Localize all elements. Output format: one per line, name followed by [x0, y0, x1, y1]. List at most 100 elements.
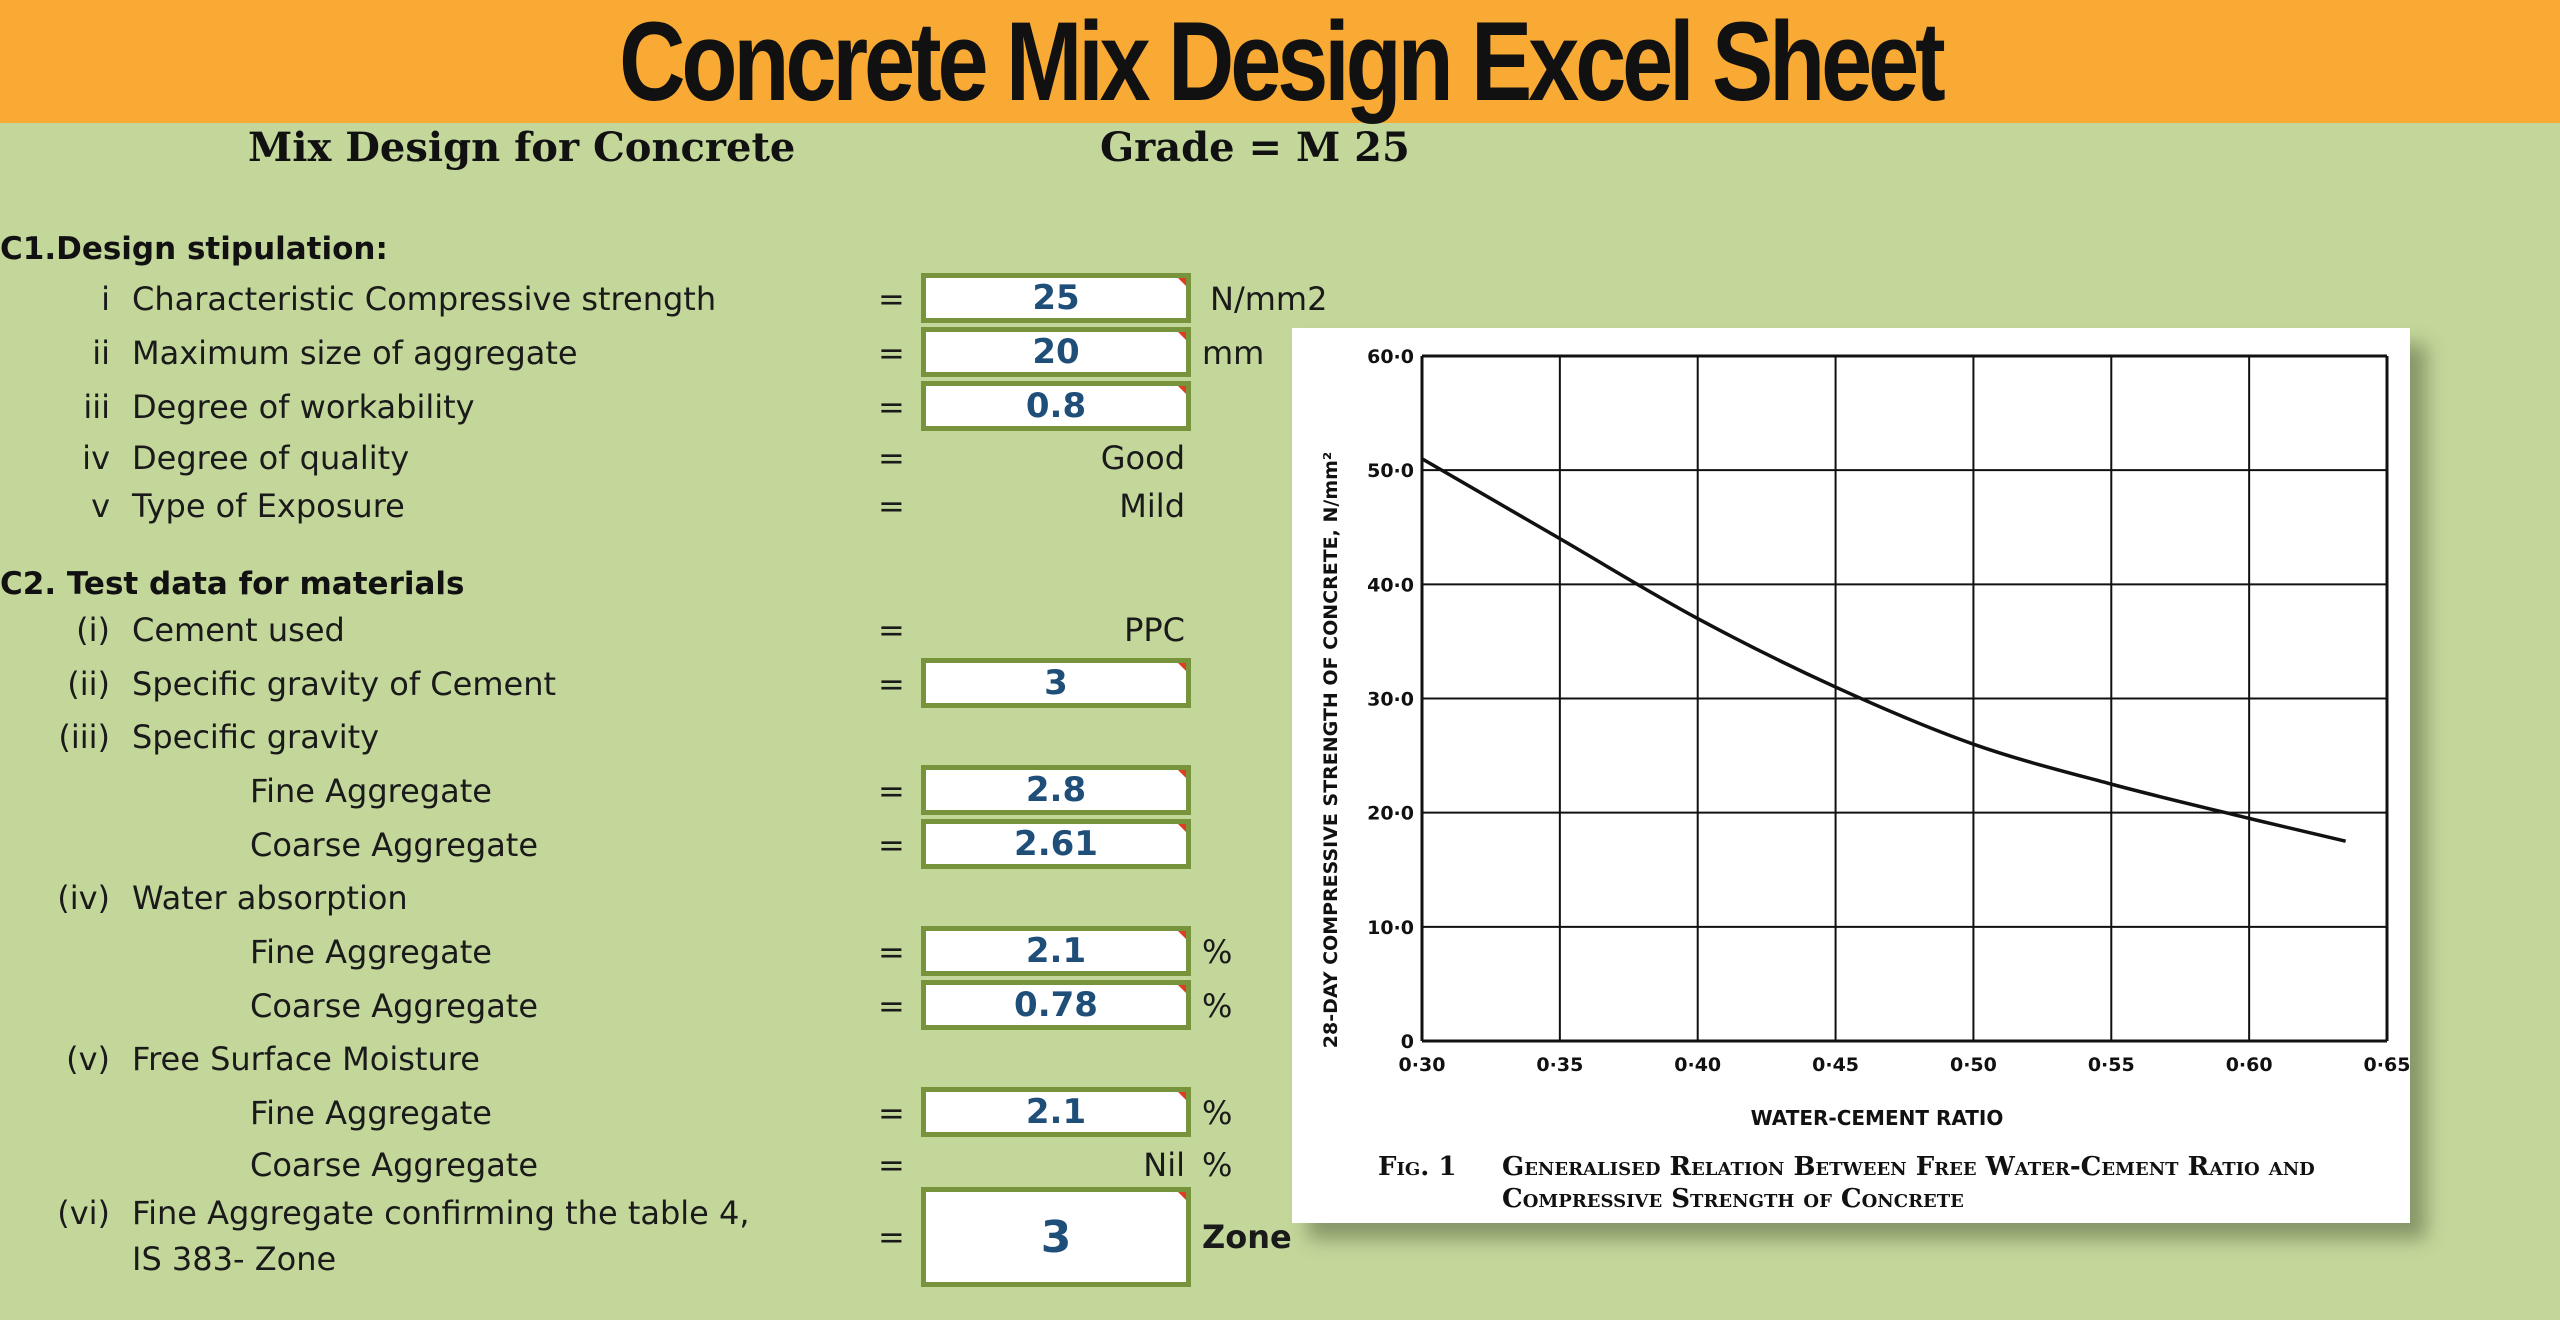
y-tick-label: 10·0: [1367, 917, 1414, 939]
row-number: (iv): [57, 879, 110, 917]
y-tick-label: 50·0: [1367, 460, 1414, 482]
x-tick-label: 0·30: [1399, 1054, 1446, 1076]
section2-title: C2. Test data for materials: [0, 566, 465, 602]
unit-label: %: [1202, 933, 1233, 971]
row-label: Degree of workability: [132, 388, 475, 426]
wc-ratio-chart: 0·30 0·35 0·40 0·45 0·50 0·55 0·60 0·65 0 10·0 20·…: [1292, 328, 2410, 1223]
equals-sign: =: [878, 987, 905, 1025]
unit-label: %: [1202, 987, 1233, 1025]
equals-sign: =: [878, 1146, 905, 1184]
row-label: Fine Aggregate: [250, 933, 492, 971]
value-cell-text: 2.8: [1025, 770, 1087, 810]
y-tick-label: 20·0: [1367, 803, 1414, 825]
x-tick-label: 0·50: [1950, 1054, 1997, 1076]
row-label: Coarse Aggregate: [250, 987, 539, 1025]
equals-sign: =: [878, 388, 905, 426]
value-cell[interactable]: 2.1: [921, 1087, 1191, 1137]
value-cell[interactable]: 0.8: [921, 381, 1191, 431]
x-tick-label: 0·40: [1674, 1054, 1721, 1076]
x-tick-label: 0·35: [1536, 1054, 1583, 1076]
equals-sign: =: [878, 665, 905, 703]
equals-sign: =: [878, 826, 905, 864]
value-cell-text: 3: [1044, 663, 1068, 703]
row-number: v: [91, 487, 110, 525]
row-number: (iii): [58, 718, 110, 756]
row-label: Coarse Aggregate: [250, 826, 539, 864]
value-cell-text: 3: [1040, 1211, 1072, 1263]
row-number: (vi): [57, 1194, 110, 1232]
unit-label: mm: [1202, 334, 1265, 372]
banner-title: Concrete Mix Design Excel Sheet: [618, 0, 1946, 124]
equals-sign: =: [878, 1094, 905, 1132]
value-text: Nil: [1143, 1146, 1185, 1184]
row-label: Degree of quality: [132, 439, 410, 477]
value-cell-text: 20: [1032, 332, 1080, 372]
value-cell-text: 2.61: [1014, 824, 1098, 864]
value-cell[interactable]: 2.61: [921, 819, 1191, 869]
row-label: Free Surface Moisture: [132, 1040, 480, 1078]
chart-caption-number: Fig. 1: [1378, 1152, 1457, 1182]
equals-sign: =: [878, 1218, 905, 1256]
value-cell[interactable]: 25: [921, 273, 1191, 323]
row-label: Type of Exposure: [132, 487, 405, 525]
row-label: Characteristic Compressive strength: [132, 280, 717, 318]
value-cell[interactable]: 20: [921, 327, 1191, 377]
value-cell-text: 25: [1032, 278, 1080, 318]
y-tick-label: 30·0: [1367, 689, 1414, 711]
value-cell[interactable]: 3: [921, 658, 1191, 708]
x-tick-label: 0·55: [2088, 1054, 2135, 1076]
value-text: Mild: [1119, 487, 1185, 525]
y-tick-label: 0: [1401, 1031, 1414, 1053]
y-tick-label: 40·0: [1367, 574, 1414, 596]
row-label: Maximum size of aggregate: [132, 334, 578, 372]
value-text: PPC: [1124, 611, 1185, 649]
row-label: Fine Aggregate confirming the table 4,: [132, 1194, 750, 1232]
chart-svg: 0·30 0·35 0·40 0·45 0·50 0·55 0·60 0·65 0 10·0 20·…: [1320, 346, 2410, 1130]
row-number: ii: [92, 334, 110, 372]
unit-label: %: [1202, 1146, 1233, 1184]
unit-label: %: [1202, 1094, 1233, 1132]
chart-caption-text: Generalised Relation Between Free Water-…: [1502, 1152, 2315, 1214]
row-label: Specific gravity: [132, 718, 380, 756]
value-cell-text: 2.1: [1025, 1092, 1087, 1132]
equals-sign: =: [878, 439, 905, 477]
value-cell-text: 0.78: [1014, 985, 1098, 1025]
equals-sign: =: [878, 334, 905, 372]
row-label: Fine Aggregate: [250, 1094, 492, 1132]
value-cell[interactable]: 3: [921, 1187, 1191, 1287]
row-number: iii: [83, 388, 110, 426]
x-tick-label: 0·60: [2226, 1054, 2273, 1076]
grade-label: Grade = M 25: [1100, 124, 1410, 171]
equals-sign: =: [878, 933, 905, 971]
row-number: i: [101, 280, 110, 318]
row-number: (i): [76, 611, 110, 649]
y-tick-label: 60·0: [1367, 346, 1414, 368]
value-text: Good: [1100, 439, 1185, 477]
x-tick-label: 0·45: [1812, 1054, 1859, 1076]
equals-sign: =: [878, 487, 905, 525]
x-tick-label: 0·65: [2364, 1054, 2410, 1076]
unit-label: Zone: [1202, 1218, 1292, 1256]
value-cell-text: 2.1: [1025, 931, 1087, 971]
chart-ticks: 0·30 0·35 0·40 0·45 0·50 0·55 0·60 0·65 0 10·0 20·…: [1367, 346, 2410, 1076]
value-cell[interactable]: 0.78: [921, 980, 1191, 1030]
section1-title: C1.Design stipulation:: [0, 231, 388, 267]
value-cell-text: 0.8: [1025, 386, 1087, 426]
row-number: (ii): [67, 665, 110, 703]
row-label: Water absorption: [132, 879, 408, 917]
row-label-line2: IS 383- Zone: [132, 1240, 337, 1278]
row-label: Cement used: [132, 611, 345, 649]
equals-sign: =: [878, 611, 905, 649]
chart-grid: [1420, 354, 2389, 1043]
chart-series-line: [1421, 457, 2347, 843]
sheet-title: Mix Design for Concrete: [248, 124, 796, 171]
row-number: (v): [66, 1040, 110, 1078]
chart-ylabel: 28-DAY COMPRESSIVE STRENGTH OF CONCRETE,…: [1320, 452, 1342, 1049]
unit-label: N/mm2: [1210, 280, 1328, 318]
value-cell[interactable]: 2.8: [921, 765, 1191, 815]
equals-sign: =: [878, 280, 905, 318]
row-label: Specific gravity of Cement: [132, 665, 557, 703]
value-cell[interactable]: 2.1: [921, 926, 1191, 976]
title-banner: Concrete Mix Design Excel Sheet: [0, 0, 2560, 123]
chart-xlabel: WATER-CEMENT RATIO: [1751, 1106, 2004, 1130]
